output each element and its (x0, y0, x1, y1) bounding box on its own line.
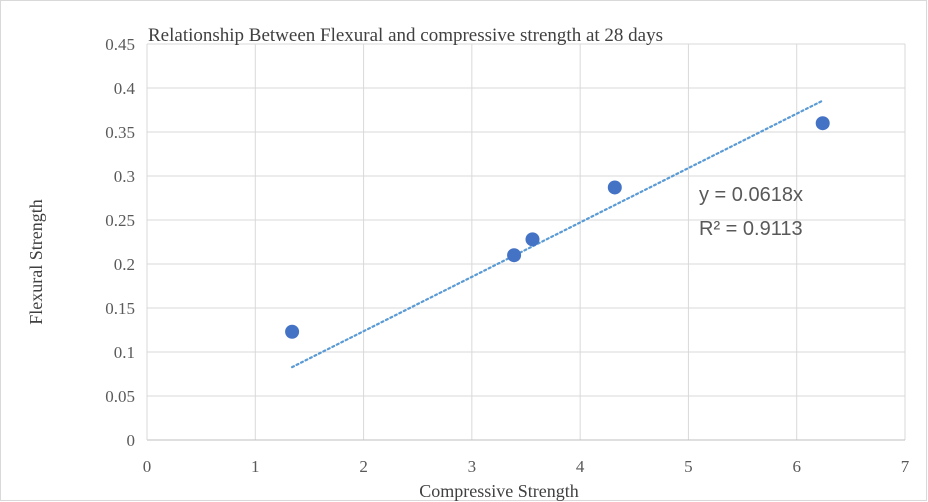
x-tick-label: 2 (359, 457, 368, 476)
gridlines (147, 43, 906, 440)
data-point (507, 248, 522, 263)
y-tick-label: 0.1 (114, 343, 135, 362)
axes (146, 44, 905, 441)
data-point (525, 232, 540, 247)
x-tick-label: 3 (468, 457, 477, 476)
trendline-group (291, 99, 824, 369)
x-tick-label: 7 (901, 457, 910, 476)
trendline-r-squared: R² = 0.9113 (699, 218, 803, 240)
y-tick-label: 0.15 (105, 299, 135, 318)
data-point (285, 324, 300, 339)
y-tick-label: 0.25 (105, 211, 135, 230)
data-point (815, 116, 830, 131)
chart-title: Relationship Between Flexural and compre… (148, 25, 663, 46)
x-tick-label: 5 (684, 457, 693, 476)
y-tick-label: 0.35 (105, 123, 135, 142)
data-points (285, 116, 830, 339)
y-tick-labels: 0 0.05 0.1 0.15 0.2 0.25 0.3 0.35 0.4 0.45 (105, 35, 135, 450)
y-tick-label: 0.05 (105, 387, 135, 406)
y-tick-label: 0.3 (114, 167, 135, 186)
y-tick-label: 0 (127, 431, 136, 450)
data-point (607, 180, 622, 195)
x-tick-label: 0 (143, 457, 152, 476)
x-tick-labels: 0 1 2 3 4 5 6 7 (143, 457, 910, 476)
y-tick-label: 0.2 (114, 255, 135, 274)
y-tick-label: 0.4 (114, 79, 136, 98)
x-axis-label: Compressive Strength (419, 481, 579, 501)
y-axis-label: Flexural Strength (26, 199, 46, 324)
y-tick-label: 0.45 (105, 35, 135, 54)
x-tick-label: 6 (792, 457, 801, 476)
trendline (291, 99, 824, 369)
x-tick-label: 1 (251, 457, 260, 476)
x-tick-label: 4 (576, 457, 585, 476)
trendline-equation: y = 0.0618x (699, 184, 803, 206)
